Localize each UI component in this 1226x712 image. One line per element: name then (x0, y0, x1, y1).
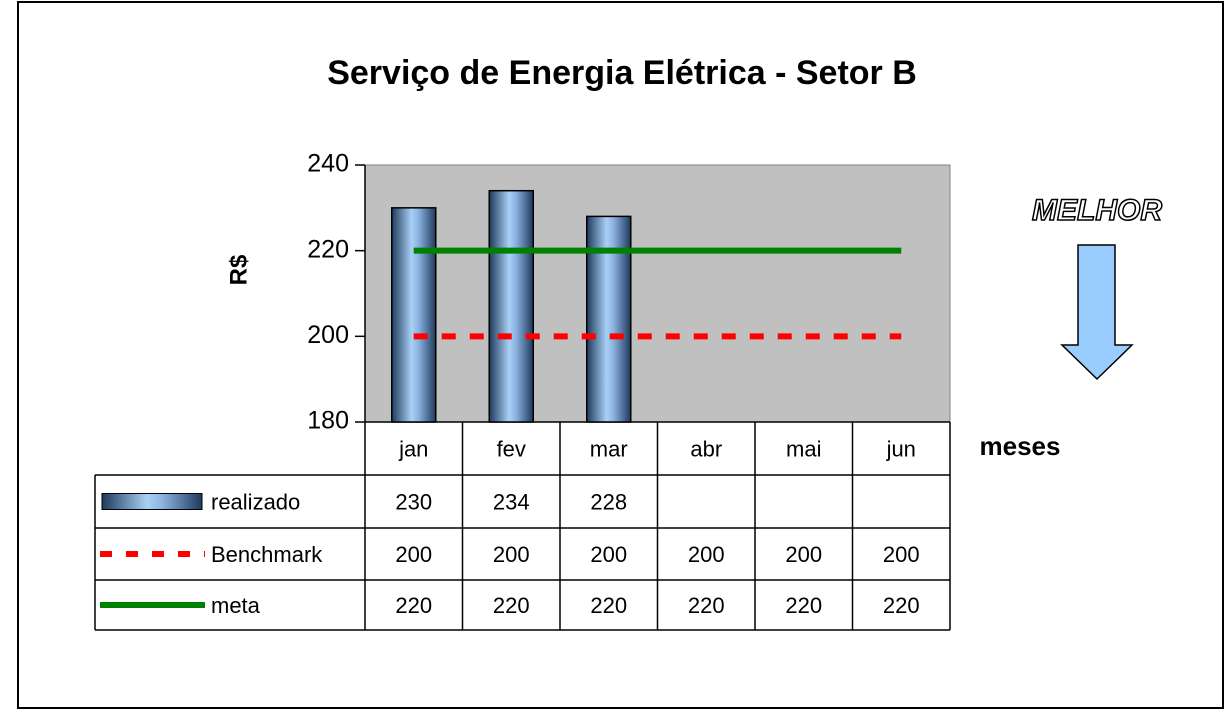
table-value: 200 (883, 542, 920, 567)
x-tick-label: jan (398, 436, 428, 461)
table-value: 200 (785, 542, 822, 567)
table-value: 220 (883, 593, 920, 618)
table-value: 228 (590, 489, 627, 514)
x-axis-label: meses (980, 431, 1061, 461)
table-value: 220 (395, 593, 432, 618)
table-value: 200 (688, 542, 725, 567)
y-tick-label: 180 (307, 407, 349, 435)
plot-area (364, 164, 951, 423)
x-tick-label: abr (690, 436, 722, 461)
chart-title: Serviço de Energia Elétrica - Setor B (327, 54, 917, 92)
table-value: 220 (493, 593, 530, 618)
table-value: 220 (785, 593, 822, 618)
x-tick-label: mar (590, 436, 628, 461)
y-axis-label: R$ (225, 254, 252, 285)
table-value: 234 (493, 489, 530, 514)
table-value: 220 (590, 593, 627, 618)
bar (488, 189, 534, 423)
y-tick-label: 240 (307, 150, 349, 178)
legend-label: meta (211, 593, 261, 618)
legend-key (101, 493, 203, 510)
table-value: 230 (395, 489, 432, 514)
table-value: 200 (493, 542, 530, 567)
bar (391, 207, 437, 423)
table-value: 200 (590, 542, 627, 567)
legend-label: Benchmark (211, 542, 323, 567)
y-tick-label: 220 (307, 235, 349, 263)
table-value: 200 (395, 542, 432, 567)
x-tick-label: mai (786, 436, 821, 461)
x-tick-label: jun (886, 436, 916, 461)
annotation: MELHOR (1032, 194, 1162, 227)
legend-label: realizado (211, 489, 300, 514)
x-tick-label: fev (497, 436, 526, 461)
table-value: 220 (688, 593, 725, 618)
arrow (1060, 244, 1134, 381)
bar (586, 215, 632, 423)
y-tick-label: 200 (307, 321, 349, 349)
